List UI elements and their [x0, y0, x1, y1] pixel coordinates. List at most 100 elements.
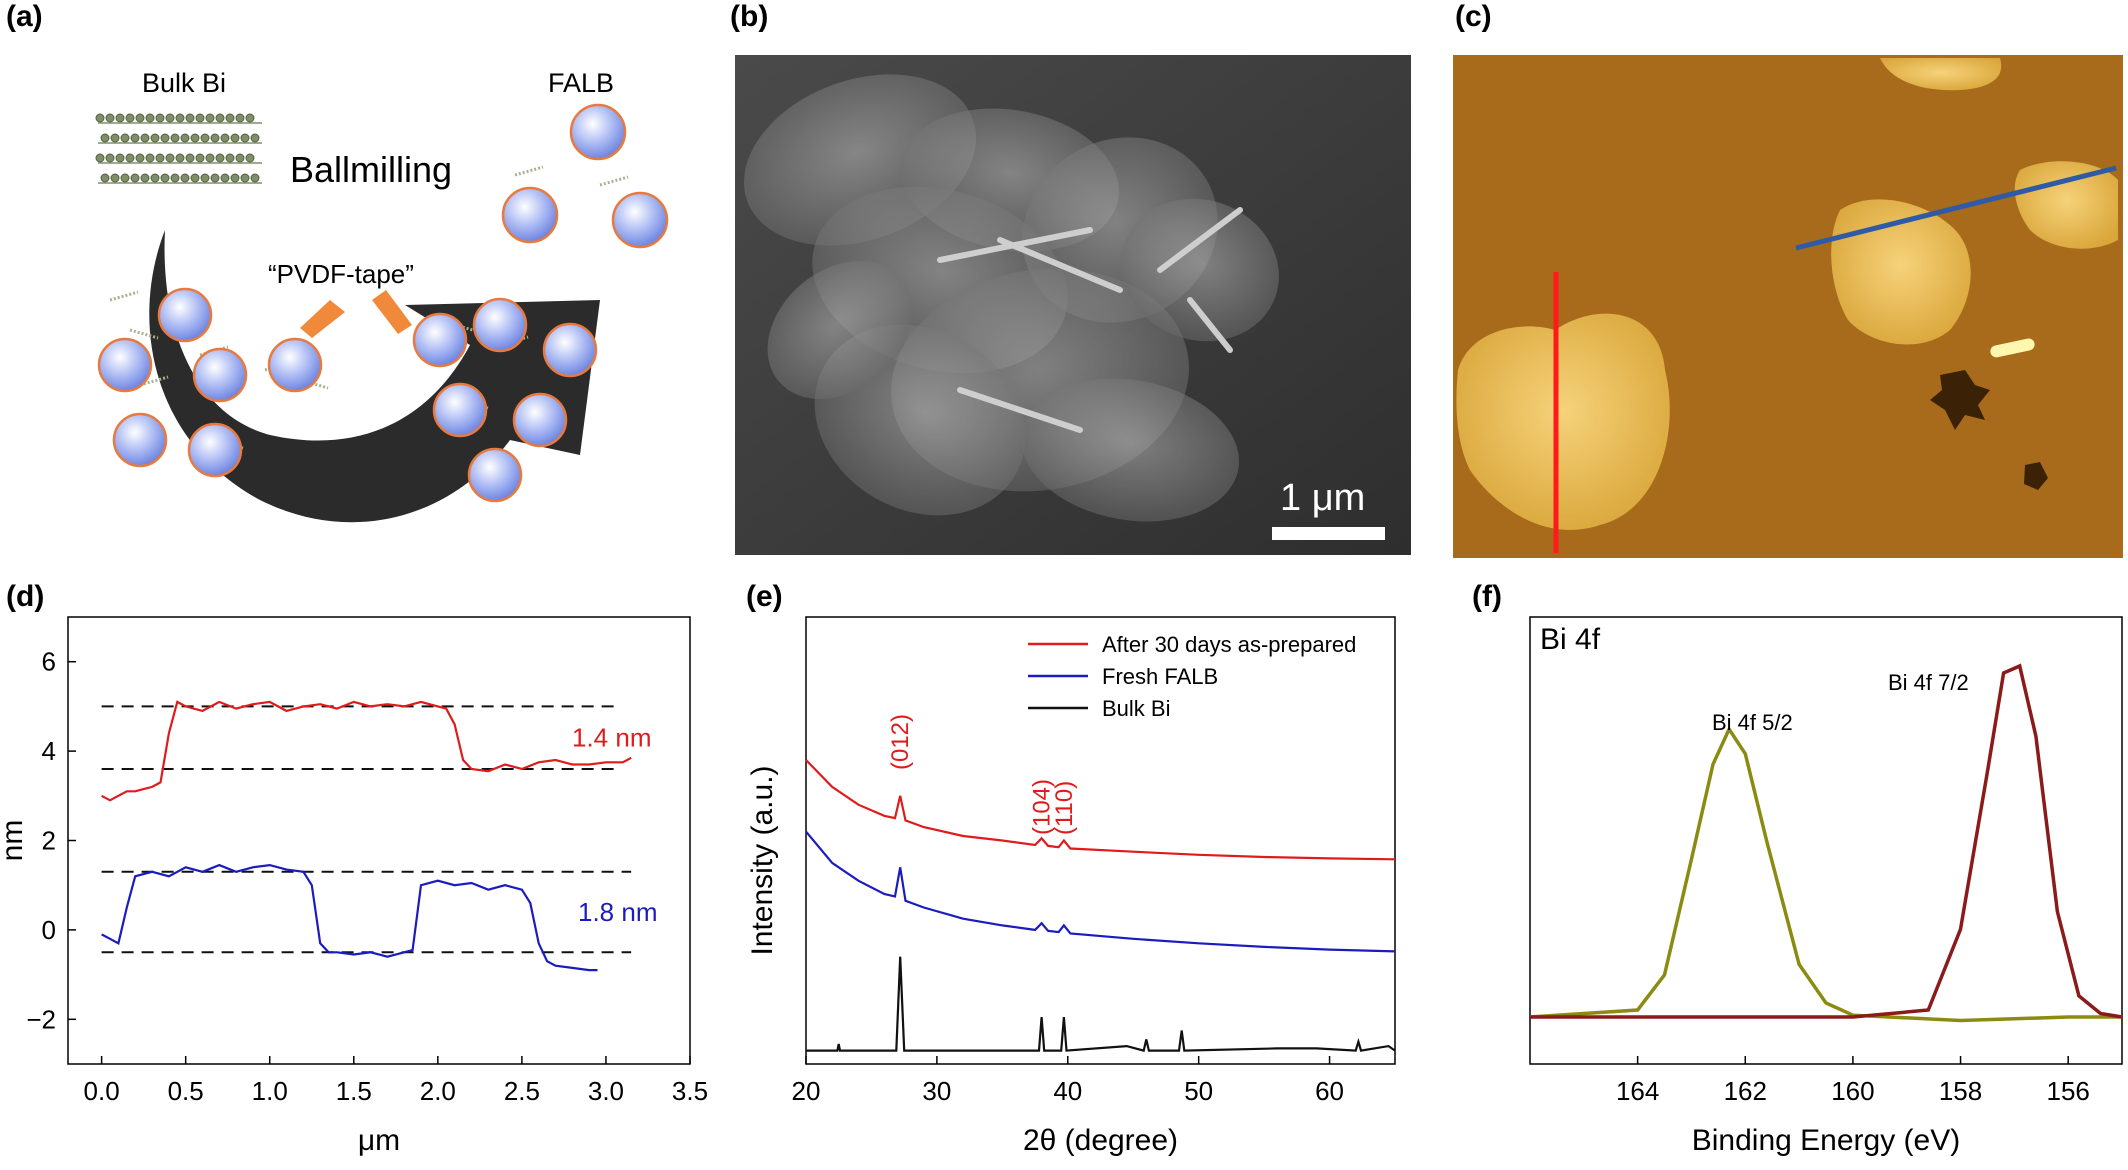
afm-profile-line-blue: [1795, 165, 2117, 251]
bulk-atom: [200, 173, 210, 183]
x-tick-label: 50: [1184, 1076, 1213, 1106]
bulk-atom: [185, 153, 195, 163]
panel-label-c: (c): [1455, 0, 1492, 33]
bulk-atom: [180, 173, 190, 183]
bulk-atom: [190, 133, 200, 143]
plot-frame: [67, 616, 691, 1065]
sem-image: 1 μm: [735, 55, 1411, 555]
x-tick-label: 30: [922, 1076, 951, 1106]
bulk-atom: [210, 173, 220, 183]
sphere-icon: [187, 422, 243, 478]
x-tick-label: 60: [1315, 1076, 1344, 1106]
bulk-atom: [220, 173, 230, 183]
y-tick-label: 6: [42, 647, 56, 677]
bulk-atom: [205, 113, 215, 123]
xrd-series-line: [805, 830, 1396, 953]
bulk-atom: [195, 153, 205, 163]
flake-icon: [129, 328, 159, 340]
bulk-atom: [110, 173, 120, 183]
bulk-atom: [130, 133, 140, 143]
y-tick-label: 0: [42, 915, 56, 945]
sem-blade: [1187, 297, 1233, 353]
flake-icon: [109, 290, 139, 302]
bulk-atom: [115, 113, 125, 123]
y-axis-label: Intensity (a.u.): [746, 765, 779, 955]
sem-flake: [1020, 378, 1240, 522]
peak-label: Bi 4f 7/2: [1888, 670, 1969, 695]
sphere-icon: [472, 297, 528, 353]
bulk-atom: [245, 153, 255, 163]
sphere-icon: [611, 191, 669, 249]
height-profile-chart: 0.0 0.5 1.0 1.5 2.0 2.5 3.0 3.5 −2 0 2 4 6 μm nm 1.4 nm…: [0, 616, 708, 1157]
xrd-chart: 20 30 40 50 60 2θ (degree) Intensity (a.u.) Aft…: [746, 616, 1396, 1157]
x-tick-label: 162: [1724, 1076, 1767, 1106]
plot-frame: [1529, 616, 2123, 1065]
x-tick-label: 164: [1616, 1076, 1659, 1106]
x-tick-label: 3.0: [588, 1076, 624, 1106]
falb-label: FALB: [548, 68, 614, 98]
afm-bright-spot: [1990, 338, 2035, 358]
x-axis-label: Binding Energy (eV): [1692, 1124, 1960, 1157]
peak-label: (104): [1029, 779, 1056, 835]
sphere-icon: [97, 337, 153, 393]
afm-dark-spot: [1930, 370, 1990, 430]
panel-label-d: (d): [6, 580, 44, 613]
bulk-bi-layers: [95, 113, 262, 184]
bulk-atom: [220, 133, 230, 143]
pointer-left-icon: [300, 300, 345, 338]
bulk-atom: [125, 153, 135, 163]
bulk-atom: [155, 153, 165, 163]
peak-label: (110): [1051, 781, 1078, 835]
bulk-atom: [240, 173, 250, 183]
bulk-atom: [155, 113, 165, 123]
bulk-atom: [215, 113, 225, 123]
sphere-icon: [512, 392, 568, 448]
legend-entry: Bulk Bi: [1102, 696, 1170, 721]
x-axis-label: 2θ (degree): [1023, 1124, 1178, 1157]
scale-bar: [1272, 527, 1385, 540]
step-height-annotation: 1.8 nm: [578, 897, 658, 927]
bulk-atom: [105, 153, 115, 163]
y-tick-label: −2: [26, 1004, 56, 1034]
flake-icon: [599, 175, 629, 187]
scale-bar-label: 1 μm: [1280, 477, 1365, 519]
schematic-panel: Bulk Bi FALB Ballmilling “PVDF-tape”: [95, 68, 669, 523]
sphere-icon: [267, 337, 323, 393]
bulk-atom: [225, 113, 235, 123]
profile-series-line: [101, 700, 632, 802]
profile-series-line: [101, 863, 598, 972]
y-tick-label: 4: [42, 736, 56, 766]
bulk-atom: [105, 113, 115, 123]
sphere-icon: [112, 412, 168, 468]
legend-entry: After 30 days as-prepared: [1102, 632, 1356, 657]
bulk-atom: [215, 153, 225, 163]
x-tick-label: 156: [2046, 1076, 2089, 1106]
bulk-atom: [185, 113, 195, 123]
x-tick-label: 158: [1939, 1076, 1982, 1106]
x-tick-label: 160: [1831, 1076, 1874, 1106]
bulk-atom: [205, 153, 215, 163]
x-tick-label: 2.5: [504, 1076, 540, 1106]
bulk-atom: [130, 173, 140, 183]
x-tick-label: 3.5: [672, 1076, 708, 1106]
x-tick-label: 0.5: [168, 1076, 204, 1106]
bulk-atom: [230, 133, 240, 143]
afm-island: [1880, 58, 2002, 91]
bulk-atom: [125, 113, 135, 123]
bulk-atom: [180, 133, 190, 143]
bulk-atom: [240, 133, 250, 143]
x-tick-label: 0.0: [84, 1076, 120, 1106]
bulk-atom: [165, 153, 175, 163]
afm-island: [1831, 199, 1971, 345]
bulk-atom: [100, 133, 110, 143]
bulk-atom: [145, 113, 155, 123]
bulk-atom: [195, 113, 205, 123]
afm-island: [2014, 161, 2118, 249]
xps-chart: 164 162 160 158 156 Binding Energy (eV) Bi 4f B…: [1529, 616, 2123, 1157]
sem-blade: [1157, 207, 1243, 273]
bulk-atom: [160, 133, 170, 143]
afm-dark-spot: [2024, 462, 2048, 490]
bulk-atom: [165, 113, 175, 123]
xrd-series-line: [805, 759, 1396, 861]
